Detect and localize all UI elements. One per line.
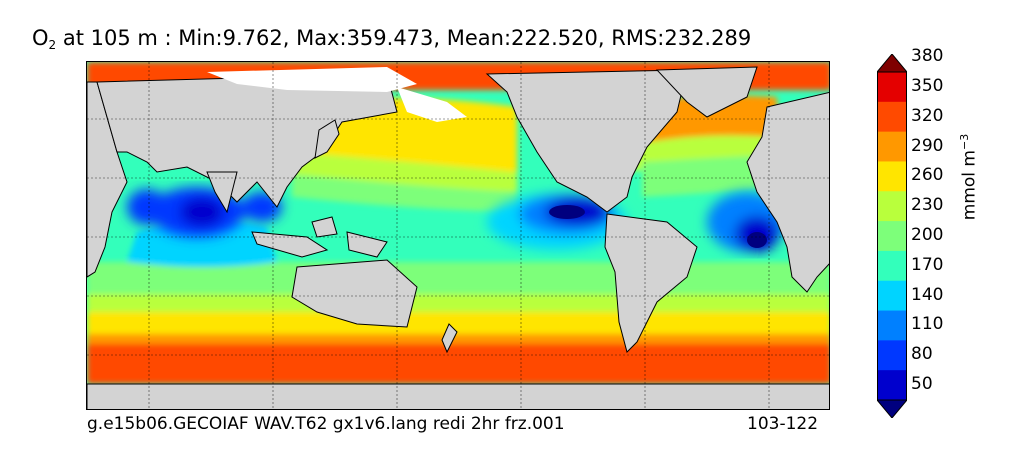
colorbar-tick-label: 290	[911, 135, 944, 156]
colorbar-tick-label: 110	[911, 314, 944, 335]
land-new-guinea	[346, 231, 388, 258]
nodata-arctic-1	[207, 67, 417, 92]
colorbar-box	[877, 72, 907, 103]
land-south-america	[604, 213, 698, 353]
land-borneo	[311, 216, 338, 238]
omz-somali-blue	[127, 189, 167, 225]
colorbar-tick-label: 80	[911, 344, 933, 365]
ocean-natl-orange	[647, 95, 777, 142]
map-panel	[86, 61, 830, 410]
colorbar-box	[877, 101, 907, 133]
units-base: mmol m	[959, 150, 980, 221]
colorbar-tick-label: 200	[911, 225, 944, 245]
land	[87, 66, 829, 409]
ocean-indian-cyan	[127, 220, 277, 267]
map-title: O2 at 105 m : Min:9.762, Max:359.473, Me…	[32, 26, 751, 52]
colorbar-extend-min	[877, 399, 907, 418]
run-identifier: g.e15b06.GECOIAF WAV.T62 gx1v6.lang redi…	[87, 414, 565, 434]
ocean-npac-green	[292, 174, 517, 212]
colorbar-tick-label: 50	[911, 374, 933, 395]
colorbar-box	[877, 250, 907, 282]
colorbar-box	[877, 340, 907, 371]
land-india	[206, 171, 238, 214]
land-indonesia	[251, 231, 329, 258]
nodata-arctic-2	[397, 87, 467, 122]
colorbar-tick-label: 230	[911, 195, 944, 216]
title-species: O	[32, 26, 49, 50]
colorbar-tick-label: 140	[911, 284, 944, 305]
land-europe-africa	[746, 91, 829, 293]
title-stats: at 105 m : Min:9.762, Max:359.473, Mean:…	[56, 26, 752, 50]
colorbar-extend-max	[877, 54, 907, 73]
colorbar-tick-label: 320	[911, 105, 944, 126]
colorbar-tick-label: 260	[911, 165, 944, 186]
nodata	[207, 67, 467, 122]
land-eurasia	[96, 73, 398, 208]
colorbar-tick-label: 380	[911, 46, 944, 67]
colorbar	[877, 54, 907, 418]
colorbar-box	[877, 310, 907, 341]
oxygen-map	[87, 62, 829, 409]
ocean-npac-lime	[292, 152, 517, 197]
land-new-zealand	[441, 323, 458, 354]
ocean-south-red	[87, 344, 829, 384]
year-range: 103-122	[747, 414, 819, 434]
colorbar-box	[877, 161, 907, 192]
colorbar-box	[877, 131, 907, 162]
title-subscript: 2	[48, 38, 57, 52]
units-exponent: −3	[958, 133, 971, 150]
colorbar-tick-label: 170	[911, 254, 944, 275]
land-australia	[291, 259, 418, 328]
colorbar-units: mmol m−3	[958, 107, 982, 247]
gridlines	[87, 62, 829, 409]
omz-atlantic-core	[747, 232, 767, 248]
land-japan	[314, 119, 340, 159]
colorbar-box	[877, 370, 907, 401]
colorbar-box	[877, 221, 907, 252]
colorbar-box	[877, 191, 907, 222]
land-antarctica	[87, 383, 829, 409]
land-north-america	[485, 69, 688, 213]
colorbar-box	[877, 280, 907, 312]
colorbar-tick-label: 350	[911, 75, 944, 96]
omz-pacific-core	[549, 205, 585, 219]
omz-arabian-darkblue	[180, 197, 224, 227]
land-greenland	[655, 66, 758, 118]
